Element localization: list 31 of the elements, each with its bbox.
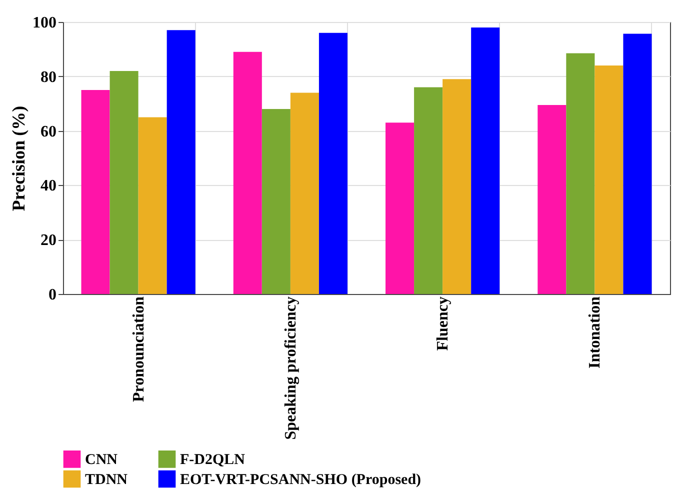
bar — [594, 66, 624, 294]
bar — [386, 122, 414, 294]
bar — [110, 70, 138, 294]
bar — [166, 30, 196, 294]
bar — [623, 34, 652, 294]
bar — [233, 52, 262, 294]
x-tick-label: Intonation — [586, 296, 604, 369]
legend-label: CNN — [85, 452, 118, 468]
bar — [138, 117, 167, 294]
y-tick-label: 100 — [32, 14, 56, 32]
bar — [414, 87, 443, 294]
x-tick-label: Speaking proficiency — [282, 296, 300, 440]
bar — [538, 104, 566, 294]
bar — [262, 109, 290, 294]
legend-label: EOT-VRT-PCSANN-SHO (Proposed) — [180, 472, 422, 488]
y-tick-label: 0 — [48, 286, 56, 304]
legend-label: F-D2QLN — [180, 452, 246, 468]
y-tick-label: 60 — [40, 123, 56, 140]
y-tick-label: 80 — [40, 68, 56, 86]
bar — [290, 92, 319, 294]
y-tick-label: 20 — [40, 232, 56, 250]
bar — [566, 53, 595, 294]
bar — [81, 90, 110, 294]
y-tick-label: 40 — [40, 178, 56, 195]
x-tick-label: Pronounciation — [130, 296, 148, 402]
bar — [471, 27, 500, 294]
bar — [318, 32, 348, 294]
bar — [442, 79, 472, 294]
x-tick-label: Fluency — [434, 296, 452, 351]
legend-label: TDNN — [85, 472, 128, 488]
y-axis-title: Precision (%) — [8, 106, 28, 212]
